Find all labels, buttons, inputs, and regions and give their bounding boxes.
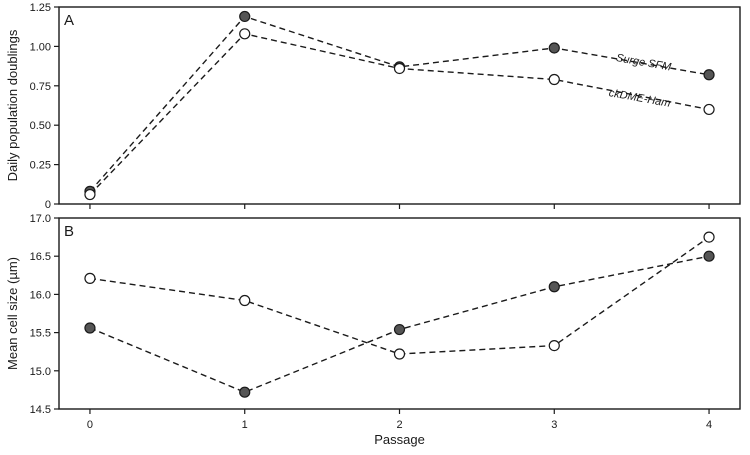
data-point: [239, 386, 251, 398]
y-tick-label: 17.0: [30, 213, 51, 225]
x-axis-title: Passage: [374, 432, 425, 447]
x-tick-label: 0: [87, 419, 93, 431]
y-tick-label: 16.0: [30, 289, 51, 301]
x-tick-label: 4: [706, 419, 712, 431]
x-tick-label: 3: [551, 419, 557, 431]
data-point: [548, 281, 560, 293]
data-point: [703, 103, 715, 116]
panel-a-label: A: [64, 12, 74, 29]
data-point: [393, 62, 406, 75]
panel-a-frame: [58, 6, 741, 205]
data-point: [84, 272, 96, 284]
data-point: [703, 69, 715, 81]
y-tick-label: 1.25: [30, 2, 51, 14]
x-tick-label: 1: [242, 419, 248, 431]
series-line-2: [89, 236, 710, 355]
data-point: [239, 294, 251, 307]
x-tick-label: 2: [396, 419, 402, 431]
y-tick-label: 1.00: [30, 41, 51, 53]
data-point: [84, 188, 96, 201]
data-point: [239, 10, 251, 23]
data-point: [393, 323, 406, 336]
series-line-1: [89, 15, 710, 192]
data-point: [703, 231, 715, 243]
y-tick-label: 0.75: [30, 81, 51, 93]
data-point: [548, 339, 560, 352]
series-label: ckDME-Ham: [608, 87, 671, 110]
data-point: [548, 42, 560, 54]
y-tick-label: 15.0: [30, 366, 51, 378]
panel-b-label: B: [64, 223, 74, 240]
series-label: Surge SFM: [615, 52, 673, 74]
y-tick-label: 15.5: [30, 328, 51, 340]
data-point: [84, 322, 96, 334]
panel-b-frame: [58, 217, 741, 410]
data-point: [703, 250, 715, 262]
y-tick-label: 0.50: [30, 120, 51, 132]
data-point: [548, 73, 560, 86]
y-axis-title: Mean cell size (µm): [5, 257, 20, 370]
y-tick-label: 16.5: [30, 251, 51, 263]
data-point: [393, 348, 406, 360]
y-axis-title: Daily population doublings: [5, 29, 20, 181]
y-tick-label: 0.25: [30, 160, 51, 172]
data-point: [239, 28, 251, 40]
y-tick-label: 14.5: [30, 404, 51, 416]
y-tick-label: 0: [45, 199, 51, 211]
